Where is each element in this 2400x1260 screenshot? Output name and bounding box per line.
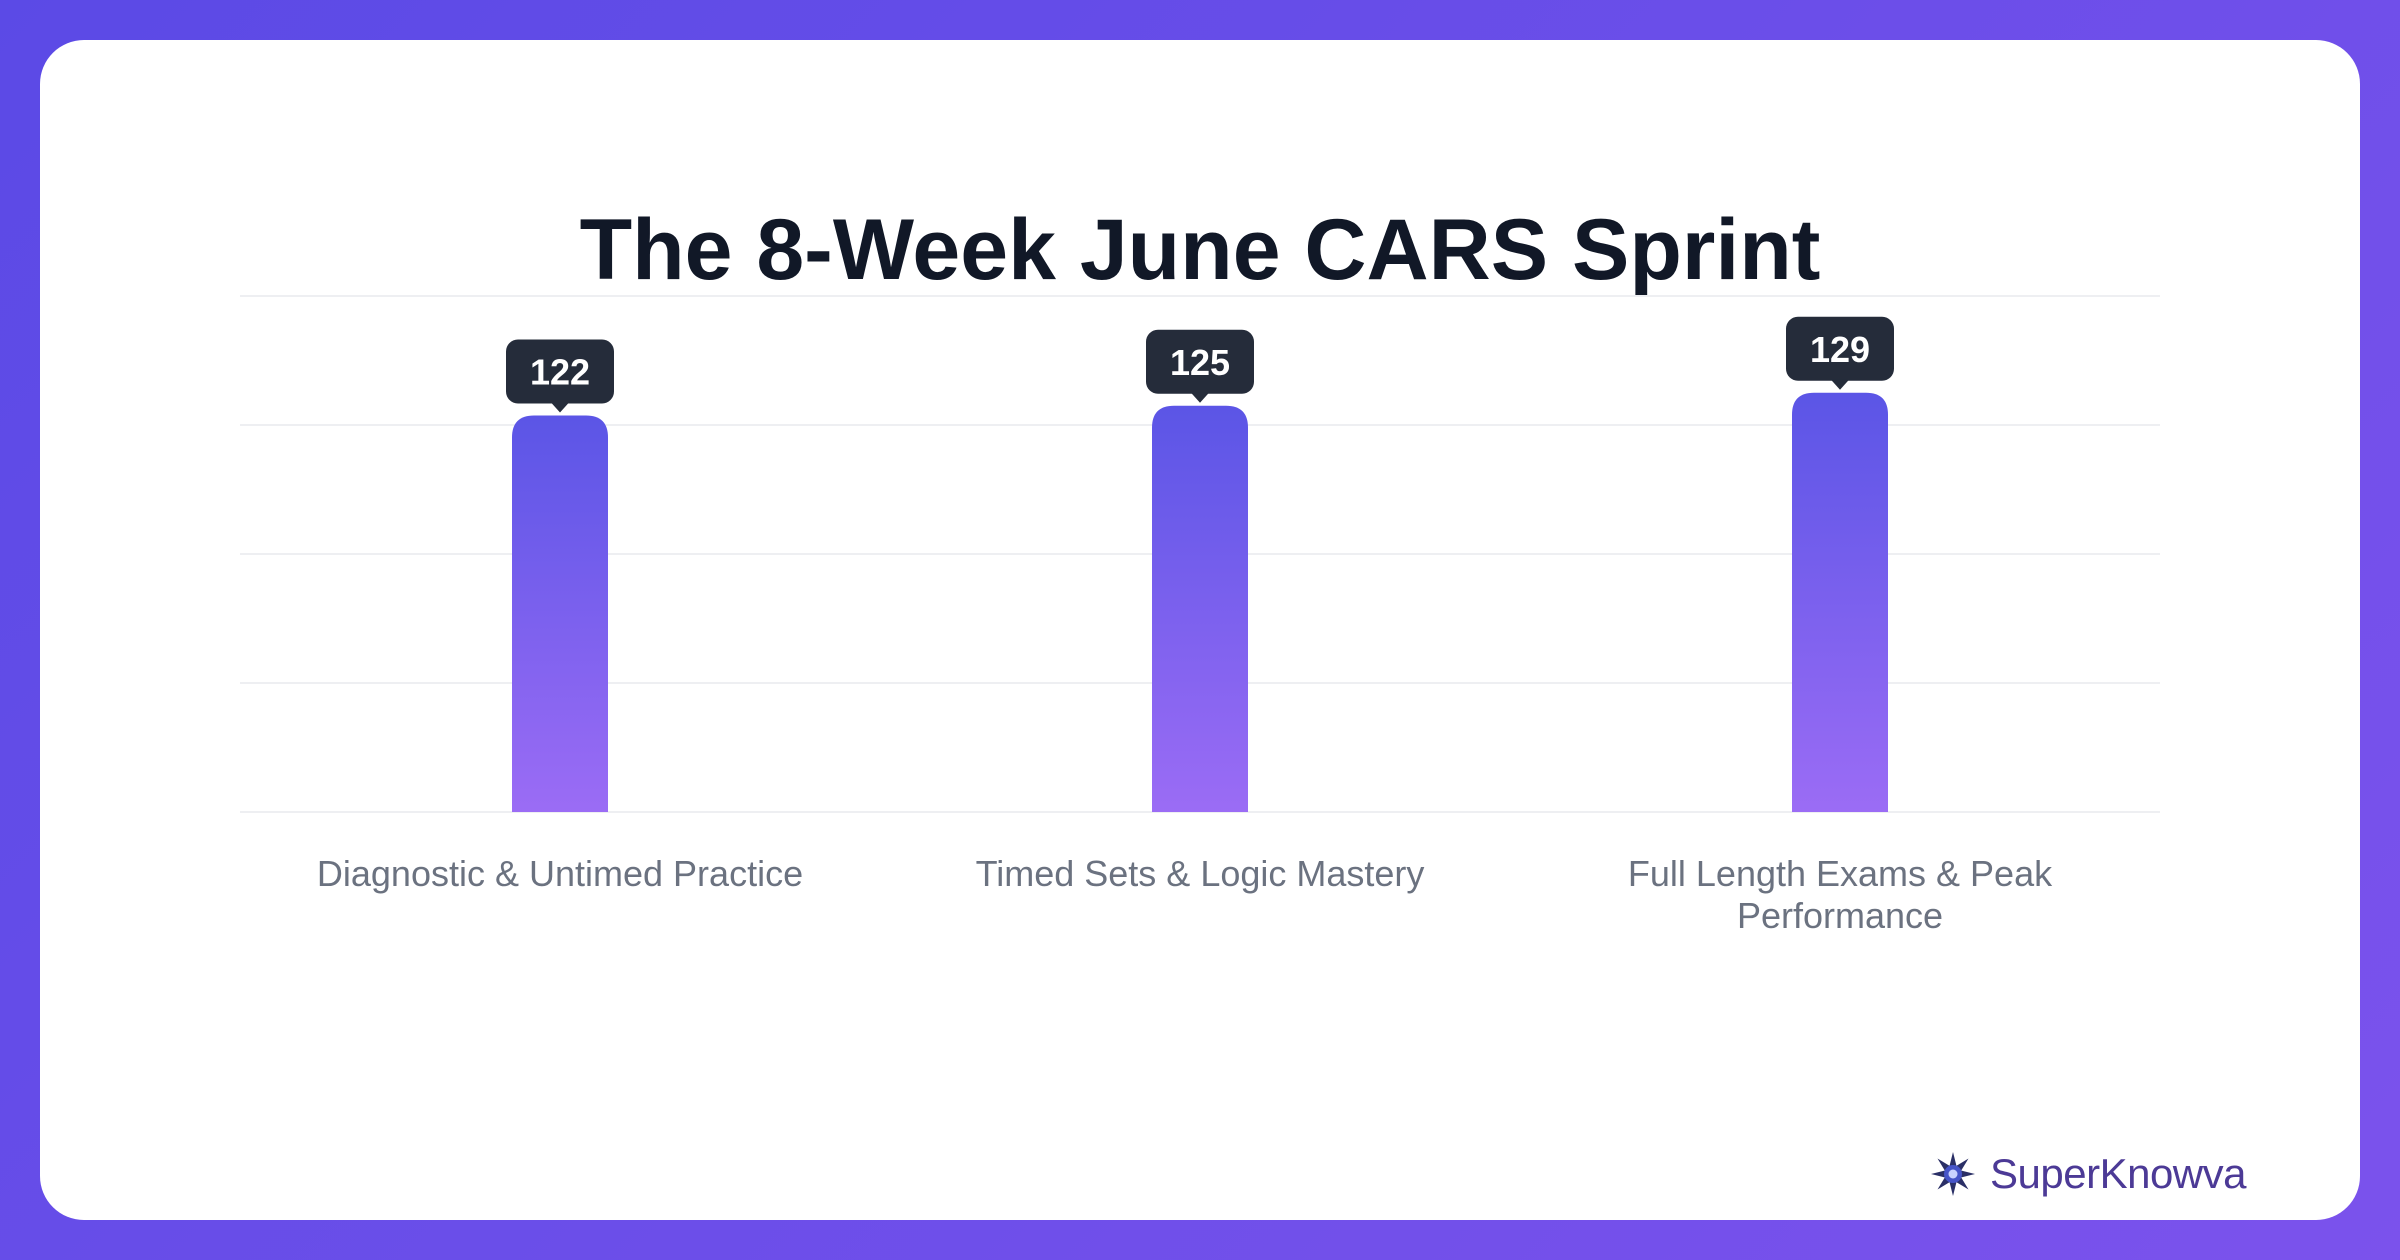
- data-label-pointer: [551, 402, 569, 413]
- data-label-pointer: [1831, 379, 1849, 390]
- data-label-value: 122: [530, 352, 590, 393]
- starburst-logo-icon: [1931, 1152, 1975, 1196]
- data-label-value: 129: [1810, 329, 1870, 370]
- brand-logo: SuperKnowva: [1930, 1148, 2247, 1200]
- data-labels: 122 125 129: [506, 316, 1894, 413]
- category-label-1: Diagnostic & Untimed Practice: [317, 853, 803, 894]
- bar-1: [512, 415, 608, 812]
- data-label-1: 122: [506, 339, 614, 413]
- chart-card: The 8-Week June CARS Sprint 122 125 129 Di…: [40, 40, 2360, 1220]
- bars: [512, 392, 1888, 812]
- data-label-pointer: [1191, 392, 1209, 403]
- data-label-3: 129: [1786, 316, 1894, 390]
- category-labels: Diagnostic & Untimed Practice Timed Sets …: [317, 853, 2053, 936]
- bar-chart: 122 125 129 Diagnostic & Untimed Practice T…: [240, 295, 2160, 936]
- category-label-3: Full Length Exams & Peak Performance: [1628, 853, 2053, 936]
- chart-title: The 8-Week June CARS Sprint: [579, 202, 1821, 298]
- data-label-bg: [1786, 316, 1894, 381]
- category-label-2: Timed Sets & Logic Mastery: [976, 853, 1425, 894]
- data-label-value: 125: [1170, 342, 1230, 383]
- bar-3: [1792, 392, 1888, 812]
- data-label-bg: [1146, 329, 1254, 394]
- data-label-2: 125: [1146, 329, 1254, 403]
- brand-name: SuperKnowva: [1990, 1150, 2247, 1197]
- data-label-bg: [506, 339, 614, 404]
- bar-2: [1152, 405, 1248, 812]
